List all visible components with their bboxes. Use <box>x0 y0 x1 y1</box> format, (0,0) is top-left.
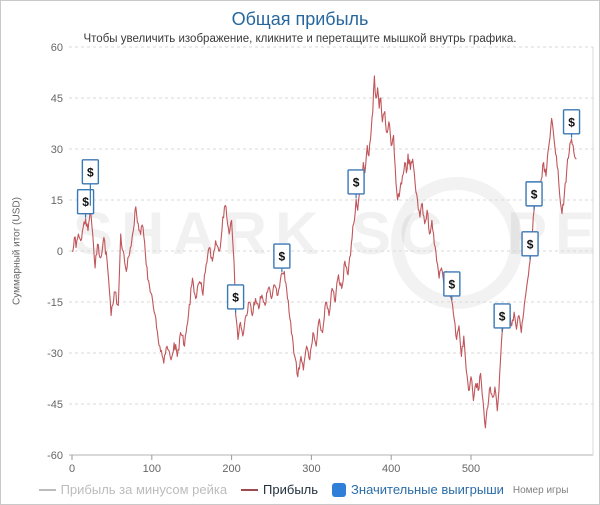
dollar-icon: $ <box>82 195 89 209</box>
legend-label-significant-wins: Значительные выигрыши <box>351 482 504 497</box>
dollar-icon: $ <box>279 250 286 264</box>
chart-legend: Прибыль за минусом рейка Прибыль Значите… <box>1 482 599 497</box>
legend-item-profit[interactable]: Прибыль <box>241 482 318 497</box>
significant-win-marker[interactable]: $ <box>525 181 543 210</box>
line-swatch-icon <box>241 488 259 491</box>
chart-subtitle: Чтобы увеличить изображение, кликните и … <box>83 33 517 45</box>
svg-text:60: 60 <box>51 42 63 54</box>
svg-text:-30: -30 <box>47 348 63 360</box>
svg-text:500: 500 <box>462 463 480 475</box>
svg-text:45: 45 <box>51 93 63 105</box>
legend-item-significant-wins[interactable]: Значительные выигрыши <box>332 482 504 497</box>
dollar-icon: $ <box>232 290 239 304</box>
svg-text:15: 15 <box>51 195 63 207</box>
svg-text:100: 100 <box>143 463 161 475</box>
significant-win-marker[interactable]: $ <box>273 243 291 273</box>
significant-win-marker[interactable]: $ <box>347 169 365 198</box>
significant-win-marker[interactable]: $ <box>226 284 245 313</box>
line-swatch-icon <box>38 488 56 491</box>
profit-series-line <box>71 75 577 429</box>
svg-text:0: 0 <box>57 246 63 258</box>
significant-win-marker[interactable]: $ <box>493 303 511 332</box>
legend-label-net-profit: Прибыль за минусом рейка <box>60 482 228 497</box>
dollar-icon: $ <box>527 237 534 251</box>
significant-win-marker[interactable]: $ <box>521 231 539 260</box>
svg-text:0: 0 <box>69 463 75 475</box>
svg-text:30: 30 <box>51 144 63 156</box>
legend-label-profit: Прибыль <box>263 482 319 497</box>
significant-win-marker[interactable]: $ <box>443 271 461 300</box>
svg-text:-60: -60 <box>47 450 63 462</box>
significant-win-marker[interactable]: $ <box>562 109 581 138</box>
dollar-icon: $ <box>449 277 456 291</box>
significant-win-marker[interactable]: $ <box>81 159 100 206</box>
svg-text:300: 300 <box>302 463 320 475</box>
legend-item-net-profit[interactable]: Прибыль за минусом рейка <box>38 482 228 497</box>
svg-text:-45: -45 <box>47 399 63 411</box>
significant-win-marker[interactable]: $ <box>76 188 95 218</box>
chart-title: Общая прибыль <box>231 9 369 29</box>
x-axis-title: Номер игры <box>512 485 569 496</box>
dollar-icon: $ <box>568 115 575 129</box>
dollar-icon: $ <box>87 165 94 179</box>
dollar-icon: $ <box>353 175 360 189</box>
dollar-icon: $ <box>531 187 538 201</box>
square-swatch-icon <box>332 482 347 497</box>
svg-text:400: 400 <box>382 463 400 475</box>
dollar-icon: $ <box>499 309 506 323</box>
svg-text:-15: -15 <box>47 297 63 309</box>
svg-text:200: 200 <box>222 463 240 475</box>
